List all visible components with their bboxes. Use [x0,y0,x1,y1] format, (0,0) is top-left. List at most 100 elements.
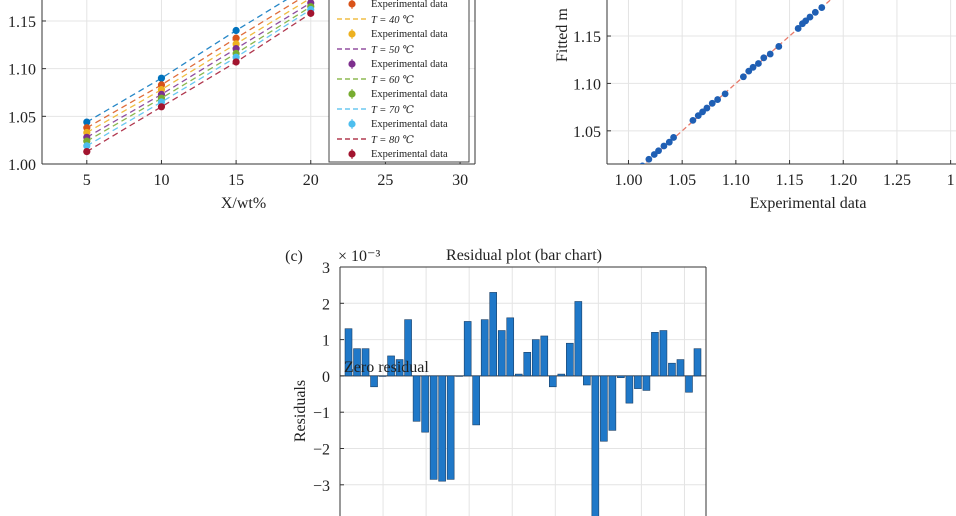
fit-line-series-4 [86,2,312,138]
x-tick-label: 15 [228,172,244,189]
residual-bar [676,359,685,377]
scatter-point [714,96,722,103]
data-point-series-1 [232,26,240,35]
scatter-point [739,73,747,81]
data-point-series-6 [83,142,91,150]
y-tick-label: 1.10 [8,62,36,79]
residual-bar [353,348,361,377]
data-point-series-1 [157,74,166,82]
residual-bar [557,373,566,377]
y-scale-multiplier: × 10⁻³ [338,248,380,265]
panel-c-residual-bar-chart: 3 2 1 0 −1 −2 −3 −4 (c) × 10⁻³ Residual plot (bar … [285,247,707,516]
legend-label: Experimental data [371,29,448,40]
residual-bar [591,375,600,516]
panel-a-line-chart: 5 10 15 20 25 30 1.15 1.10 1.05 1.00 X/wt% Experime… [8,0,476,212]
residual-bar [480,319,489,377]
legend-label: Experimental data [371,59,448,70]
data-point-series-1 [83,118,91,126]
legend-label: Experimental data [371,119,448,130]
y-tick-label: −1 [313,405,330,422]
legend-box [328,0,470,163]
residual-bar [378,375,387,377]
legend-point-swatch [348,120,356,128]
scatter-point [708,99,716,107]
legend-point-swatch [348,0,356,8]
scatter-point [670,134,677,141]
residual-bar [387,355,395,377]
x-tick-label: 1.00 [614,172,642,189]
residual-bar [634,375,642,389]
residual-bar [583,375,591,386]
residual-bar [370,375,378,388]
y-tick-label: −4 [313,514,330,516]
residual-bar [608,375,617,431]
x-tick-label: 1.25 [883,172,911,189]
residual-bar [523,352,532,377]
data-point-series-2 [232,34,240,42]
residual-bar [455,375,463,377]
scatter-point [689,116,697,124]
x-tick-label: 1.15 [776,172,804,189]
zero-residual-annotation: Zero residual [344,359,429,376]
scatter-group [639,0,832,164]
residual-bar [438,375,446,482]
residual-bar [472,375,480,426]
data-point-series-7 [307,9,315,17]
scatter-point [639,162,646,164]
x-tick-label: 1.05 [668,172,696,189]
residual-bar [659,330,668,377]
fit-line-series-5 [86,6,312,142]
residual-bar [429,375,438,480]
residual-bar [404,319,412,377]
x-tick-label: 1 [947,172,955,189]
fit-line-series-7 [86,12,312,153]
scatter-point [760,54,768,62]
x-tick-label: 1.20 [829,172,857,189]
scatter-point [775,43,783,50]
y-tick-label: 3 [322,260,330,277]
y-tick-label: 2 [322,296,330,313]
residual-bar [540,335,549,377]
residual-bar [463,321,472,377]
legend-label: Experimental data [371,0,448,10]
scatter-point [818,4,826,11]
y-tick-label: −2 [313,442,330,459]
scatter-point [645,155,653,163]
x-axis-label: Experimental data [750,195,867,212]
residual-bar [668,362,676,377]
residual-bar [685,375,693,393]
scatter-point [755,60,762,67]
legend-label: T = 60 ℃ [371,75,414,86]
x-tick-label: 25 [377,172,393,189]
scatter-point [811,8,819,16]
legend-label: T = 40 ℃ [371,15,414,26]
scatter-point [749,63,757,71]
residual-bar [566,342,574,377]
fit-line-series-3 [86,0,309,134]
residual-bar [693,348,702,377]
y-axis-label: Residuals [292,380,309,442]
y-tick-label: 1.05 [8,109,36,126]
residual-bar [600,375,608,442]
series-group [83,0,315,156]
data-point-series-7 [83,148,91,156]
legend-label: T = 80 ℃ [371,135,414,146]
y-tick-label: 1.15 [8,14,36,31]
fit-line-series-6 [86,8,312,147]
fit-line-series-2 [86,0,300,129]
y-axis-label: Fitted m [554,8,571,62]
residual-bar [625,375,634,404]
x-tick-label: 1.10 [722,172,750,189]
x-tick-label: 30 [452,172,468,189]
residual-bar [344,328,353,377]
x-axis-label: X/wt% [221,195,266,212]
legend-label: T = 70 ℃ [371,105,414,116]
scatter-point [806,13,814,21]
legend-label: T = 50 ℃ [371,45,414,56]
panel-b-scatter-chart: 1.00 1.05 1.10 1.15 1.20 1.25 1 1.15 1.10 1.05 Exp… [554,0,956,212]
scatter-point [660,142,668,150]
data-point-series-7 [232,58,240,66]
scatter-point [794,25,802,32]
legend-point-swatch [348,60,356,68]
